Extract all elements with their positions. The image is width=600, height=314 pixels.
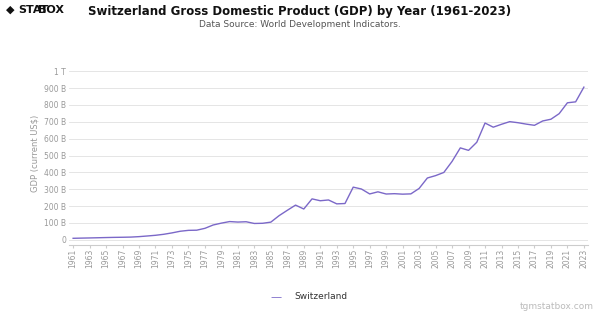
Text: tgmstatbox.com: tgmstatbox.com: [520, 302, 594, 311]
Y-axis label: GDP (current US$): GDP (current US$): [31, 115, 40, 192]
Text: BOX: BOX: [38, 5, 64, 15]
Text: Switzerland: Switzerland: [294, 292, 347, 301]
Text: —: —: [271, 292, 281, 302]
Text: STAT: STAT: [18, 5, 49, 15]
Text: ◆: ◆: [6, 5, 14, 15]
Text: Data Source: World Development Indicators.: Data Source: World Development Indicator…: [199, 20, 401, 30]
Text: Switzerland Gross Domestic Product (GDP) by Year (1961-2023): Switzerland Gross Domestic Product (GDP)…: [88, 5, 512, 18]
